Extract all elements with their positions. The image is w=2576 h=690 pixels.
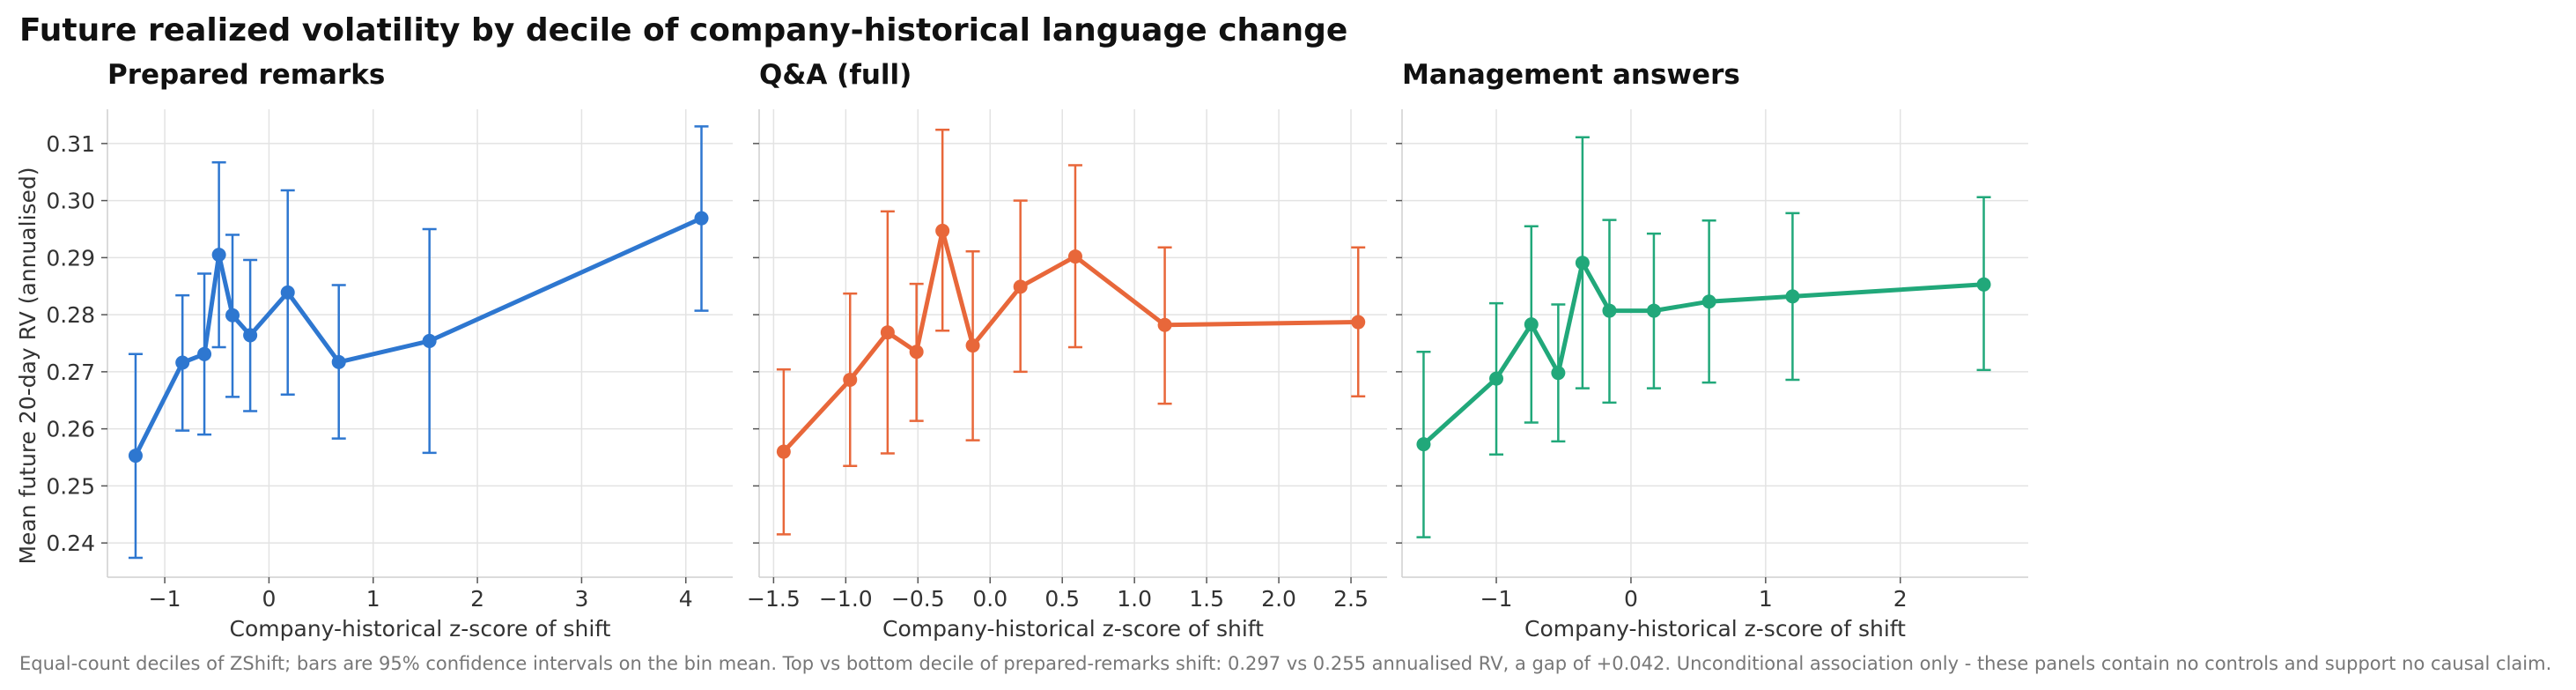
y-tick-label: 0.24 [46, 530, 95, 556]
data-point [880, 325, 895, 340]
y-tick-label: 0.26 [46, 417, 95, 442]
data-point [175, 355, 190, 370]
x-axis-label: Company-historical z-score of shift [882, 616, 1264, 642]
x-tick-label: 4 [679, 586, 693, 612]
y-axis-label: Mean future 20-day RV (annualised) [15, 167, 41, 564]
data-point [843, 372, 858, 387]
x-tick-label: 0 [1624, 586, 1638, 612]
x-tick-label: 0.0 [972, 586, 1008, 612]
data-point [1524, 317, 1539, 332]
data-point [331, 354, 346, 369]
x-tick-label: 0 [262, 586, 276, 612]
x-tick-label: 1.0 [1117, 586, 1152, 612]
data-point [1416, 437, 1431, 452]
panel-2: −1.5 −1.0 −0.5 0.0 0.5 1.0 1.5 2.0 2.5 Q&A (full)… [747, 59, 1387, 642]
y-tick-label: 0.27 [46, 360, 95, 385]
data-point [211, 248, 226, 263]
data-point [1646, 303, 1661, 318]
data-point [776, 444, 791, 459]
x-tick-label: 2 [470, 586, 484, 612]
x-tick-label: 3 [574, 586, 588, 612]
data-point [909, 345, 924, 360]
x-tick-label: −1.5 [747, 586, 801, 612]
x-tick-label: −0.5 [891, 586, 945, 612]
x-axis-label: Company-historical z-score of shift [1524, 616, 1906, 642]
y-tick-label: 0.30 [46, 189, 95, 214]
x-tick-label: 0.5 [1044, 586, 1080, 612]
x-tick-label: −1 [1480, 586, 1513, 612]
panel-title: Prepared remarks [107, 59, 385, 91]
data-point [694, 211, 709, 226]
x-tick-label: 2.0 [1261, 586, 1296, 612]
data-point [1575, 256, 1590, 271]
data-point [1013, 279, 1028, 294]
data-point [1602, 303, 1617, 318]
data-point [1067, 249, 1082, 264]
x-tick-label: 2.5 [1333, 586, 1369, 612]
series-line [1421, 260, 1984, 446]
data-point [935, 223, 950, 238]
x-tick-label: 1 [366, 586, 380, 612]
data-point [280, 285, 295, 300]
data-point [422, 333, 437, 348]
data-point [1551, 366, 1566, 381]
panel-title: Management answers [1402, 59, 1740, 91]
figure-caption: Equal-count deciles of ZShift; bars are … [19, 653, 2551, 674]
data-point [1489, 371, 1504, 386]
data-point [1976, 277, 1991, 292]
x-tick-label: −1 [149, 586, 181, 612]
data-point [225, 308, 240, 323]
data-point [1351, 315, 1366, 330]
x-tick-label: 1.5 [1189, 586, 1224, 612]
panel-title: Q&A (full) [759, 59, 912, 91]
data-point [197, 346, 212, 361]
data-point [965, 338, 980, 353]
panels: −1 0 1 2 3 4 0.24 0.25 0.26 0.27 0.28 0.29 0.30 0.31 P… [46, 59, 2028, 642]
panel-3: −1 0 1 2 Management answers Company-historica… [1396, 59, 2028, 642]
x-tick-label: 2 [1893, 586, 1908, 612]
y-tick-label: 0.31 [46, 131, 95, 157]
figure-title: Future realized volatility by decile of … [19, 12, 1347, 48]
x-axis-label: Company-historical z-score of shift [230, 616, 611, 642]
y-tick-label: 0.25 [46, 473, 95, 499]
y-tick-label: 0.28 [46, 302, 95, 328]
data-point [1785, 289, 1800, 304]
panel-1: −1 0 1 2 3 4 0.24 0.25 0.26 0.27 0.28 0.29 0.30 0.31 P… [46, 59, 733, 642]
y-tick-label: 0.29 [46, 245, 95, 271]
series-line [782, 228, 1359, 454]
data-point [243, 328, 258, 343]
series-line [133, 216, 703, 457]
data-point [128, 449, 143, 464]
data-point [1157, 317, 1172, 332]
x-tick-label: −1.0 [819, 586, 873, 612]
data-point [1701, 294, 1716, 309]
x-tick-label: 1 [1759, 586, 1773, 612]
